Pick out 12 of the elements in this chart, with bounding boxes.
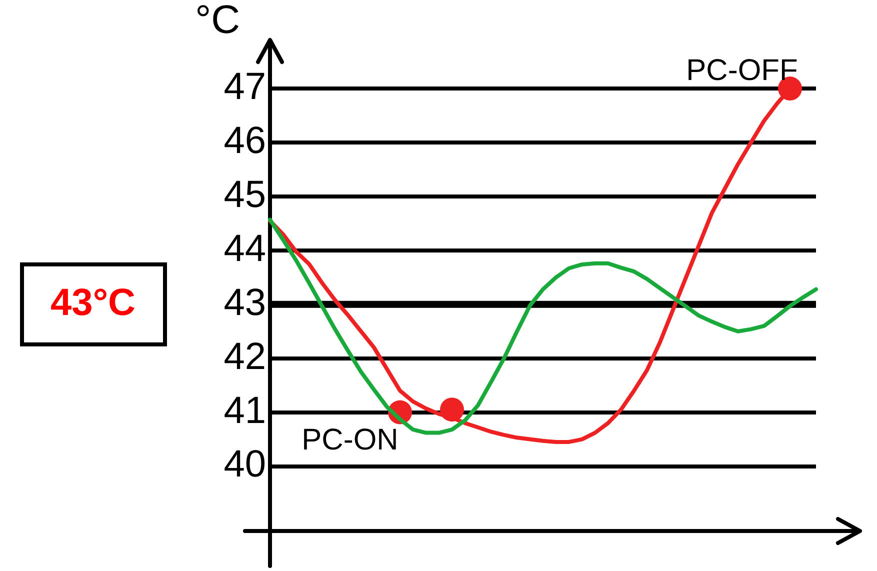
y-tick-label: 42: [224, 336, 266, 378]
y-tick-label: 45: [224, 174, 266, 216]
y-tick-label: 40: [224, 444, 266, 486]
text: 43°C: [50, 282, 136, 324]
y-tick-label: 46: [224, 120, 266, 162]
y-tick-label: 41: [224, 390, 266, 432]
y-tick-label: 47: [224, 66, 266, 108]
y-tick-label: 43: [224, 282, 266, 324]
y-axis-title: °C: [195, 0, 240, 42]
y-tick-label: 44: [224, 228, 266, 270]
annotation: PC-OFF: [686, 54, 798, 87]
annotation: PC-ON: [302, 424, 398, 457]
